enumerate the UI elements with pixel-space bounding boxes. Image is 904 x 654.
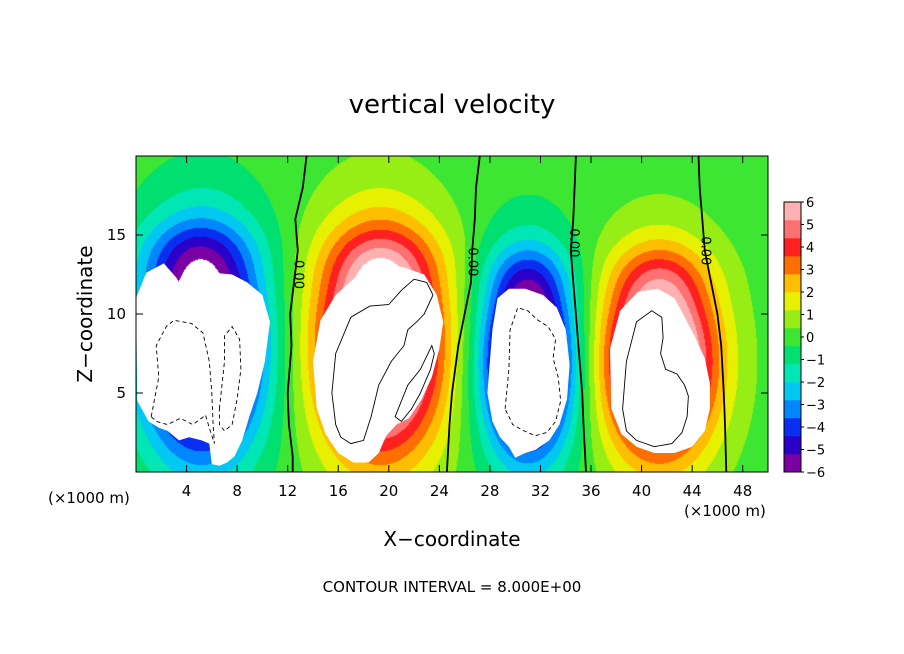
contour-lines — [150, 156, 728, 472]
colorbar-swatch-7 — [784, 346, 801, 365]
y-tick-label-15: 15 — [107, 226, 126, 244]
chart-title: vertical velocity — [349, 90, 556, 120]
colorbar-label-4: 2 — [806, 286, 814, 301]
colorbar-label-11: −5 — [806, 444, 825, 459]
saturated-region-4 — [610, 288, 710, 453]
colorbar-swatch-3 — [784, 418, 801, 437]
x-tick-label-36: 36 — [581, 482, 600, 500]
colorbar-swatch-14 — [784, 220, 801, 239]
y-tick-label-5: 5 — [116, 384, 126, 402]
colorbar-label-0: 6 — [806, 196, 814, 211]
y-axis-title: Z−coordinate — [73, 245, 97, 382]
colorbar-swatch-10 — [784, 292, 801, 311]
saturated-region-1 — [136, 263, 270, 466]
x-tick-label-28: 28 — [480, 482, 499, 500]
colorbar-swatch-11 — [784, 274, 801, 293]
saturated-regions — [136, 263, 710, 466]
x-tick-label-24: 24 — [430, 482, 449, 500]
colorbar-label-2: 4 — [806, 241, 814, 256]
colorbar-label-3: 3 — [806, 264, 814, 279]
negative-contour-1 — [150, 319, 215, 444]
x-tick-label-20: 20 — [379, 482, 398, 500]
positive-contour-3 — [622, 310, 689, 448]
contour-label-1: 0.00 — [290, 260, 305, 289]
x-tick-label-12: 12 — [278, 482, 297, 500]
x-axis-unit-right: (×1000 m) — [684, 502, 766, 520]
positive-contour-2 — [394, 344, 435, 423]
x-axis-ticks: 4 8 12 16 20 24 28 32 36 40 44 48 — [182, 156, 752, 500]
colorbar-label-12: −6 — [806, 466, 825, 481]
contour-interval-note: CONTOUR INTERVAL = 8.000E+00 — [323, 578, 582, 596]
colorbar-swatch-9 — [784, 310, 801, 329]
negative-contour-3 — [504, 307, 562, 437]
zero-contour-2 — [446, 156, 481, 472]
saturated-region-2 — [313, 266, 444, 463]
x-tick-label-4: 4 — [182, 482, 192, 500]
colorbar-label-7: −1 — [806, 354, 825, 369]
x-tick-label-8: 8 — [232, 482, 242, 500]
colorbar-swatch-13 — [784, 238, 801, 257]
zero-contour-4 — [697, 156, 728, 472]
zero-contour-1 — [286, 156, 308, 472]
colorbar-label-10: −4 — [806, 421, 825, 436]
x-axis-title: X−coordinate — [383, 527, 520, 551]
y-tick-label-10: 10 — [107, 305, 126, 323]
contour-label-2: 0.00 — [465, 247, 480, 276]
colorbar-swatch-4 — [784, 400, 801, 419]
plot-area — [136, 156, 768, 472]
colorbar-label-1: 5 — [806, 219, 814, 234]
x-tick-label-16: 16 — [329, 482, 348, 500]
colorbar-label-8: −2 — [806, 376, 825, 391]
contour-labels: 0.00 0.00 0.00 0.00 — [290, 228, 712, 289]
positive-contour-1 — [331, 278, 434, 445]
y-axis-ticks: 5 10 15 — [107, 226, 768, 402]
colorbar-label-9: −3 — [806, 399, 825, 414]
colorbar-swatch-1 — [784, 454, 801, 473]
contour-label-4: 0.00 — [697, 236, 712, 265]
colorbar-swatch-12 — [784, 256, 801, 275]
x-tick-label-32: 32 — [531, 482, 550, 500]
x-tick-label-44: 44 — [683, 482, 702, 500]
colorbar: 6 5 4 3 2 1 0 −1 −2 −3 −4 −5 −6 — [783, 196, 825, 481]
negative-contour-2 — [218, 325, 242, 432]
saturated-region-3 — [487, 288, 570, 458]
x-tick-label-48: 48 — [733, 482, 752, 500]
x-axis-unit-left: (×1000 m) — [48, 489, 130, 507]
colorbar-label-5: 1 — [806, 309, 814, 324]
colorbar-swatch-2 — [784, 436, 801, 455]
colorbar-swatch-6 — [784, 364, 801, 383]
x-tick-label-40: 40 — [632, 482, 651, 500]
zero-contour-3 — [569, 156, 587, 472]
contour-label-3: 0.00 — [566, 228, 581, 257]
colorbar-label-6: 0 — [806, 331, 814, 346]
colorbar-swatch-15 — [784, 202, 801, 221]
colorbar-swatch-5 — [784, 382, 801, 401]
colorbar-swatch-8 — [784, 328, 801, 347]
